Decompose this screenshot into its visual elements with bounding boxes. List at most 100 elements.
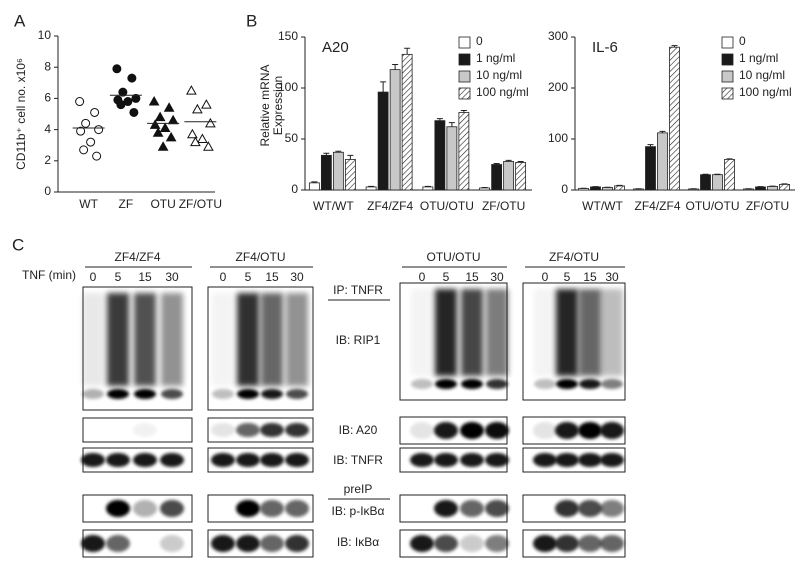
- bar: [657, 132, 668, 191]
- data-point: [76, 126, 86, 136]
- data-point: [148, 96, 160, 106]
- blot-band: [435, 379, 457, 389]
- blot-band: [285, 423, 309, 437]
- blot-band: [460, 535, 484, 552]
- error-bar: [392, 64, 399, 70]
- data-point: [163, 102, 175, 112]
- blot-smear: [261, 293, 283, 386]
- error-bar: [659, 130, 666, 133]
- data-point: [129, 107, 139, 117]
- bar: [515, 162, 527, 191]
- x-tick-label: ZF: [119, 197, 134, 211]
- legend-swatch: [721, 70, 734, 83]
- blot-band: [555, 422, 579, 439]
- time-point: 0: [220, 270, 227, 284]
- blot-band: [236, 500, 260, 517]
- blot-band: [486, 379, 508, 389]
- error-bar: [481, 186, 488, 188]
- blot-band: [106, 453, 130, 467]
- legend-swatch: [721, 36, 734, 49]
- time-point: 5: [443, 270, 450, 284]
- blot-band: [133, 423, 157, 437]
- error-bar: [323, 152, 330, 156]
- blot-smear: [134, 293, 156, 386]
- error-bar: [671, 45, 678, 48]
- blot-band: [434, 422, 458, 439]
- blot-band: [236, 423, 260, 437]
- data-point: [81, 118, 91, 128]
- y-tick-label: 200: [548, 80, 568, 94]
- blot-band: [485, 535, 509, 552]
- legend-swatch: [458, 70, 471, 83]
- y-tick-label: 150: [278, 29, 298, 43]
- data-point: [203, 141, 214, 151]
- y-tick-label: 0: [561, 182, 568, 196]
- time-point: 15: [583, 270, 597, 284]
- blot-band: [410, 535, 434, 552]
- blot-band: [410, 422, 434, 439]
- blot-band: [434, 535, 458, 552]
- blot-smear: [601, 289, 623, 376]
- blot-band: [533, 422, 557, 439]
- error-bar: [380, 81, 387, 93]
- error-bar: [311, 181, 318, 183]
- blot-band: [460, 453, 484, 467]
- error-bar: [616, 184, 623, 186]
- error-bar: [424, 185, 431, 187]
- blot-band: [134, 389, 156, 399]
- blot-band: [578, 500, 602, 517]
- data-point: [86, 137, 96, 147]
- bar: [344, 158, 356, 191]
- data-point: [197, 133, 208, 143]
- blot-band: [411, 379, 433, 389]
- error-bar: [335, 150, 342, 153]
- y-tick-label: 0: [44, 184, 51, 198]
- bar: [332, 151, 344, 191]
- error-bar: [347, 154, 354, 160]
- y-tick-label: 0: [291, 182, 298, 196]
- legend-label: 10 ng/ml: [739, 68, 785, 82]
- blot-band: [236, 453, 260, 467]
- bar: [755, 186, 766, 191]
- blot-band: [600, 500, 624, 517]
- error-bar: [448, 122, 455, 127]
- legend-label: 0: [739, 34, 746, 48]
- row-label: IB: RIP1: [336, 333, 381, 347]
- row-label: IB: TNFR: [333, 453, 383, 467]
- blot-genotype: ZF4/ZF4: [114, 250, 160, 264]
- legend-label: 100 ng/ml: [739, 85, 792, 99]
- data-point: [127, 73, 137, 83]
- blot-band: [106, 500, 130, 517]
- blot-band: [485, 500, 509, 517]
- bar: [308, 182, 320, 191]
- blot-band: [555, 453, 579, 467]
- time-point: 0: [419, 270, 426, 284]
- data-point: [112, 64, 122, 74]
- bar: [645, 146, 656, 191]
- x-tick-label: WT/WT: [313, 199, 354, 213]
- blot-band: [460, 422, 484, 439]
- row-label: IB: p-IκBα: [332, 504, 385, 518]
- blot-band: [211, 453, 235, 467]
- blot-band: [434, 453, 458, 467]
- blot-smear: [107, 293, 129, 386]
- row-label: preIP: [344, 482, 373, 496]
- legend-swatch: [458, 87, 471, 100]
- x-tick-label: ZF/OTU: [746, 199, 789, 213]
- x-tick-label: ZF/OTU: [482, 199, 525, 213]
- data-point: [94, 125, 104, 135]
- x-tick-label: OTU/OTU: [420, 199, 474, 213]
- y-tick-label: 50: [285, 131, 299, 145]
- error-bar: [726, 158, 733, 160]
- chart-title: IL-6: [592, 39, 618, 56]
- bar: [401, 53, 413, 191]
- error-bar: [781, 183, 788, 185]
- blot-band: [534, 379, 556, 389]
- time-label: TNF (min): [22, 268, 76, 282]
- blot-band: [578, 535, 602, 552]
- blot-smear: [286, 293, 308, 386]
- panel-label: A: [14, 11, 26, 30]
- blot-band: [160, 500, 184, 517]
- bar: [779, 183, 790, 191]
- error-bar: [436, 118, 443, 121]
